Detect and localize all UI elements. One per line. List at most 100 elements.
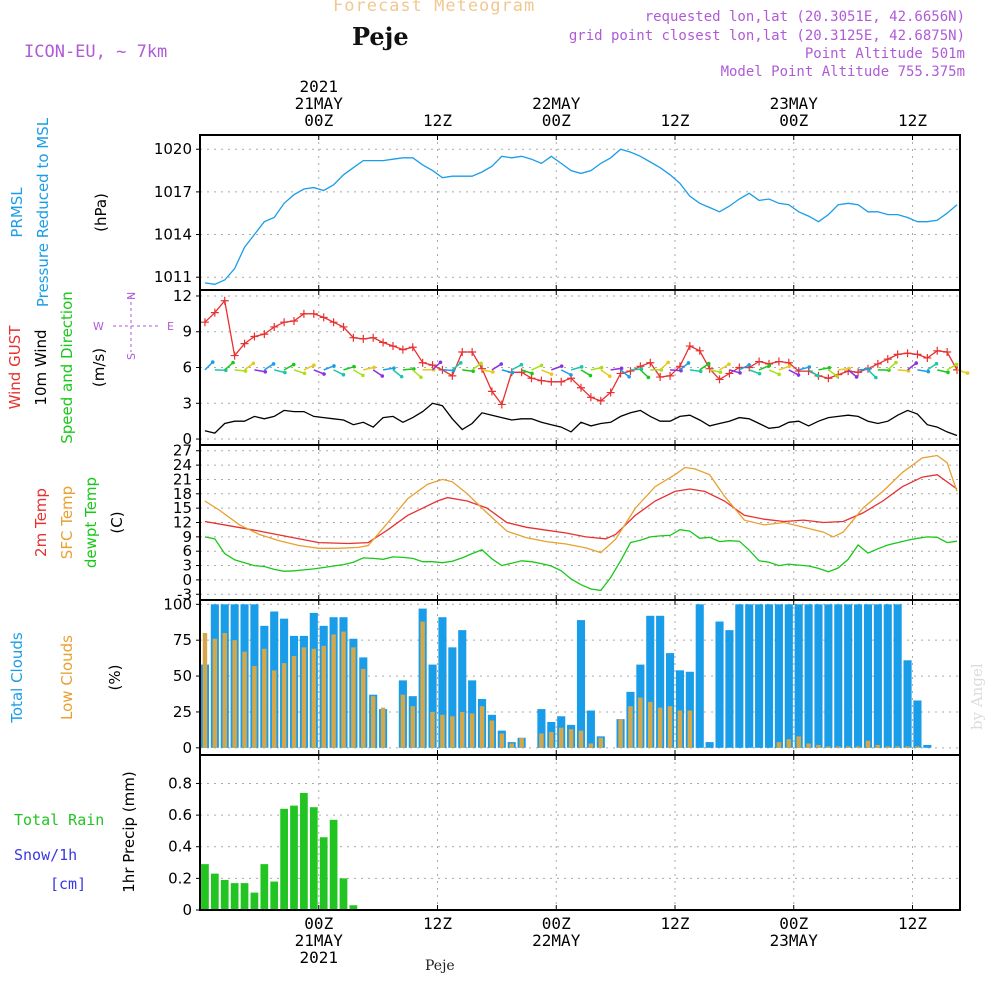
wind-arrow: [372, 369, 383, 377]
wind-arrow-head: [361, 373, 365, 378]
wind-arrow-head: [302, 371, 307, 376]
ytick-label: 6: [182, 542, 192, 560]
top-time-label: 22MAY: [532, 94, 581, 113]
gust-marker: [290, 317, 299, 325]
wind-arrow-head: [341, 372, 346, 377]
wind-arrow: [293, 369, 305, 374]
wind-arrow: [303, 364, 315, 371]
gust-marker: [626, 367, 635, 376]
wind-arrow: [580, 369, 591, 377]
wind-arrow: [511, 364, 522, 371]
wind-arrow-head: [686, 361, 691, 365]
gust-marker: [596, 396, 605, 405]
panel-label: (hPa): [92, 193, 110, 232]
cloud-bar: [834, 604, 843, 748]
rain-bar: [300, 792, 308, 910]
gust-marker: [873, 359, 882, 368]
gust-marker: [933, 346, 942, 355]
wind-arrow: [204, 361, 214, 371]
series-line: [204, 454, 958, 554]
panel-pressure: 1011 1014 1017 1020 PRMSL Pressure Reduced to…: [8, 117, 961, 307]
low-cloud-bar: [796, 736, 801, 748]
low-cloud-bar: [281, 663, 287, 748]
wind-arrow: [491, 363, 502, 371]
wind-arrow: [323, 365, 335, 371]
low-cloud-bar: [242, 651, 247, 748]
wind-arrow: [263, 363, 274, 371]
wind-arrow-head: [539, 363, 544, 368]
gust-marker: [428, 361, 437, 370]
low-cloud-bar: [519, 737, 524, 748]
low-cloud-bar: [252, 666, 257, 748]
gust-marker: [230, 351, 239, 360]
top-time-label: 12Z: [423, 111, 452, 130]
cloud-bar: [656, 615, 665, 748]
cloud-bar: [893, 604, 902, 748]
series-line: [204, 148, 958, 285]
panel-label: Speed and Direction: [58, 291, 76, 444]
ytick-label: 9: [182, 323, 192, 341]
wind-arrow: [412, 369, 422, 378]
snow-unit-label: [cm]: [50, 875, 86, 893]
wind-arrow-head: [491, 370, 495, 374]
wind-arrow: [244, 362, 254, 371]
wind-arrow-head: [827, 365, 832, 370]
wind-arrow-head: [352, 364, 356, 369]
wind-arrow: [432, 361, 441, 371]
bottom-time-label: 00Z: [779, 914, 808, 933]
rain-bar: [319, 837, 328, 910]
low-cloud-bar: [380, 707, 386, 748]
wind-arrow: [442, 369, 454, 372]
panel-label: 10m Wind: [32, 329, 50, 405]
wind-arrow-head: [519, 362, 524, 367]
wind-arrow: [363, 366, 375, 371]
gust-marker: [329, 318, 338, 327]
wind-arrow: [798, 366, 810, 371]
wind-arrow-head: [874, 375, 878, 380]
wind-arrow-head: [847, 366, 851, 371]
low-cloud-bar: [618, 719, 623, 748]
wind-arrow-head: [738, 371, 742, 375]
rain-bar: [280, 808, 288, 910]
ytick-label: 0: [182, 901, 192, 919]
wind-arrow: [887, 361, 897, 371]
low-cloud-bar: [202, 633, 208, 748]
gust-marker: [497, 400, 506, 409]
bottom-time-label: 23MAY: [770, 931, 819, 950]
gust-marker: [606, 388, 615, 397]
cloud-bar: [923, 744, 932, 748]
low-cloud-bar: [549, 732, 554, 748]
cloud-bar: [665, 653, 675, 748]
wind-arrow-head: [619, 366, 624, 371]
wind-arrow-head: [607, 374, 612, 378]
wind-arrow: [600, 369, 611, 377]
wind-arrow: [451, 362, 462, 371]
wind-arrow: [274, 369, 286, 374]
top-time-label: 00Z: [304, 111, 333, 130]
wind-arrow: [343, 365, 355, 371]
top-time-label: 23MAY: [770, 94, 819, 113]
gust-marker: [586, 393, 595, 402]
wind-arrow: [946, 363, 958, 371]
wind-arrow: [353, 369, 364, 377]
panel-label: (C): [108, 511, 126, 533]
wind-arrow: [917, 369, 929, 373]
wind-arrow: [748, 369, 760, 375]
wind-arrow: [234, 369, 246, 372]
wind-arrow-head: [926, 369, 931, 374]
low-cloud-bar: [915, 746, 920, 748]
wind-arrow-head: [372, 365, 376, 370]
cloud-bar: [695, 604, 704, 748]
low-cloud-bar: [638, 697, 643, 748]
gust-marker: [418, 358, 427, 367]
wind-arrow: [808, 369, 819, 377]
rain-bar: [250, 892, 259, 910]
cloud-bar: [913, 700, 922, 748]
low-cloud-bar: [370, 696, 376, 748]
gust-marker: [715, 375, 724, 384]
cloud-bar: [685, 671, 694, 748]
wind-arrow: [283, 363, 295, 371]
panel-wind: 0 3 6 9 12 Wind GUST 10m Wind Speed and Directi…: [6, 287, 970, 448]
wind-arrow-head: [816, 373, 820, 378]
